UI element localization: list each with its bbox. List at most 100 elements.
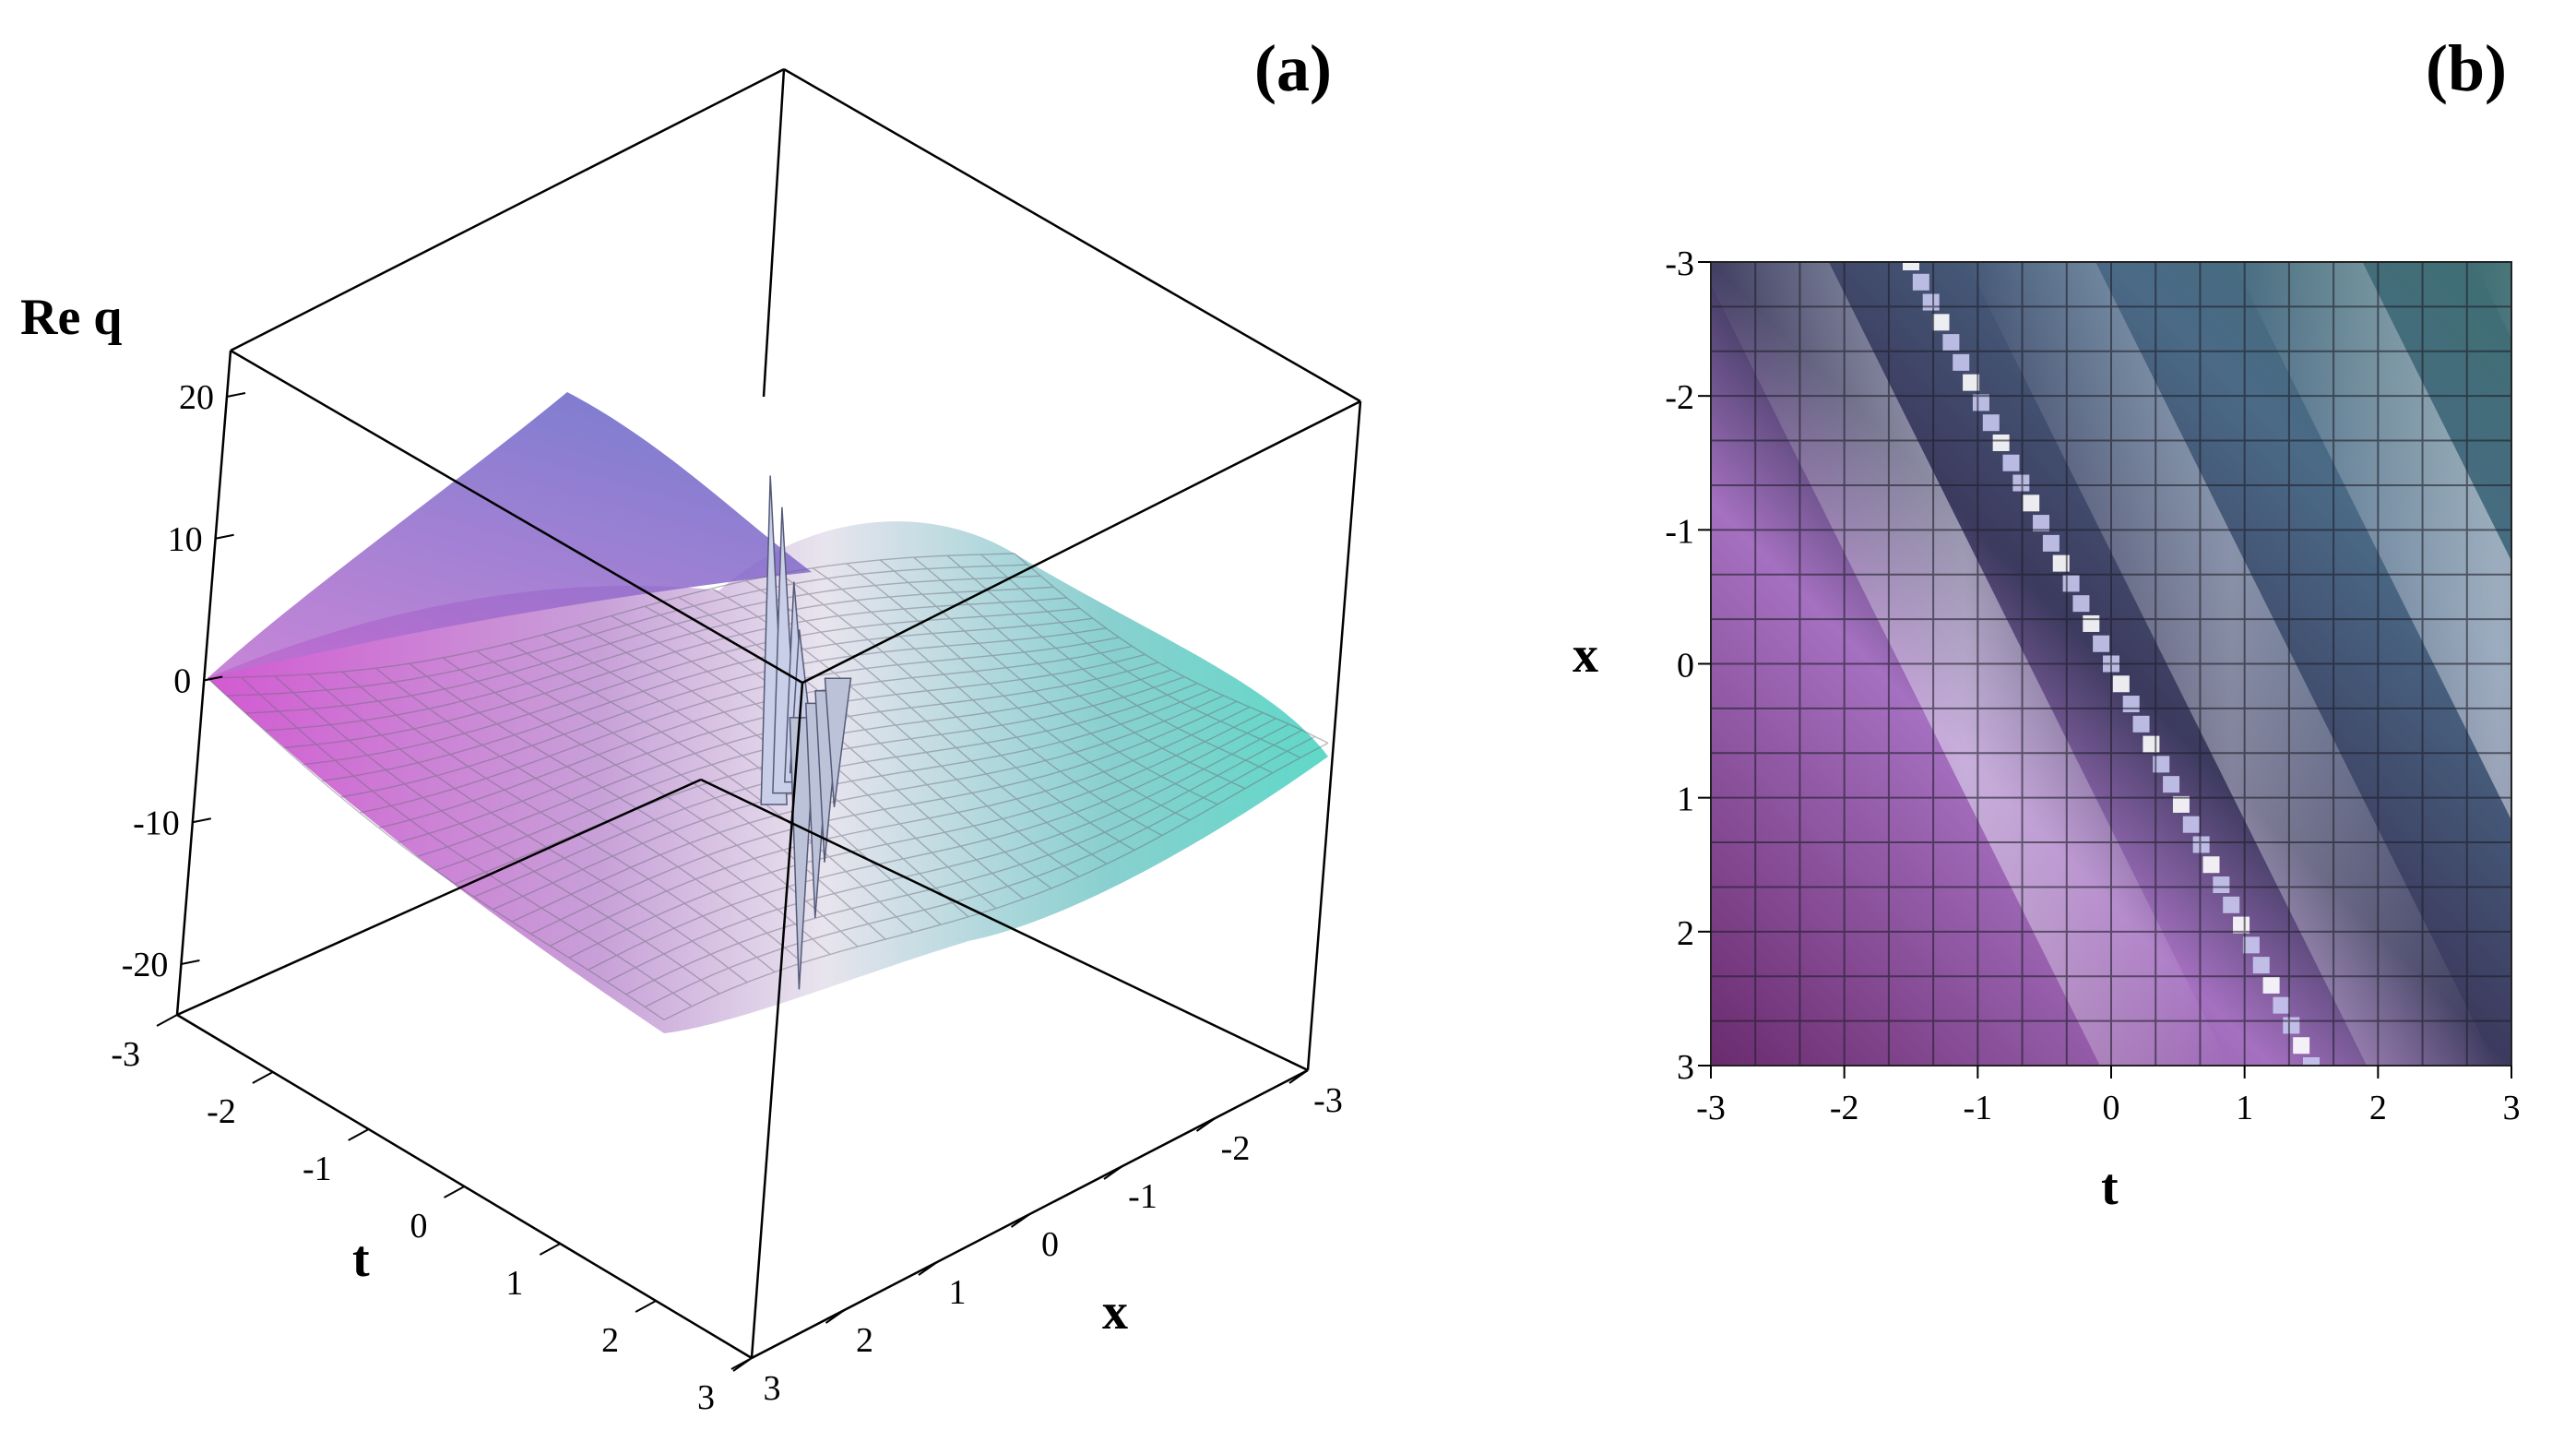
mesh-line	[378, 645, 1133, 829]
t-tick-label: -1	[303, 1150, 332, 1188]
mesh-line	[543, 634, 942, 925]
t-tick-label: 2	[601, 1321, 619, 1360]
mesh-line	[549, 706, 1251, 947]
ridge-point	[2163, 776, 2180, 793]
heatmap-y-tick-label: -1	[1665, 512, 1694, 551]
t-tick-label: 1	[505, 1264, 523, 1303]
x-tick	[1195, 1117, 1217, 1132]
mesh-line	[307, 673, 748, 983]
t-axis-label: t	[352, 1231, 370, 1288]
mesh-line	[946, 554, 1274, 774]
ridge-point	[1992, 434, 2010, 451]
ridge-point	[2112, 675, 2130, 693]
ridge-point	[2002, 454, 2020, 471]
heatmap-y-tick-label: -2	[1665, 378, 1694, 417]
z-tick-label: -20	[122, 946, 169, 984]
z-axis-label: Re q	[20, 289, 122, 346]
ridge-point	[2172, 795, 2190, 813]
ridge-point	[1942, 334, 1960, 352]
t-tick	[252, 1071, 274, 1084]
ridge-point	[2283, 1017, 2300, 1034]
heatmap-x-tick-label: -3	[1696, 1089, 1726, 1127]
mesh-line	[625, 729, 1303, 995]
heatmap-grid	[1711, 262, 2511, 1066]
heatmap-y-tick-label: -3	[1665, 244, 1694, 283]
mesh-line	[340, 627, 1107, 798]
heatmap-x-axis-label: t	[2101, 1159, 2119, 1216]
ridge-point	[2303, 1057, 2320, 1066]
ridge-point	[2242, 936, 2260, 954]
heatmap-y-axis-label: x	[1573, 626, 1598, 684]
ridge-point	[2273, 996, 2290, 1014]
x-tick	[732, 1357, 753, 1372]
x-tick	[1010, 1213, 1031, 1228]
mesh-line	[341, 671, 776, 973]
ridge-point	[2132, 715, 2150, 733]
heatmap-x-tick-label: 2	[2369, 1089, 2387, 1127]
t-tick	[156, 1014, 178, 1027]
heatmap-band	[2473, 262, 2511, 339]
ridge-point	[1903, 262, 1919, 270]
heatmap-x-tick-label: -1	[1964, 1089, 1993, 1127]
z-tick-label: 10	[168, 520, 203, 559]
ridge-point	[1912, 273, 1929, 291]
mesh-line	[744, 579, 1108, 864]
ridge-point	[2052, 554, 2070, 572]
mesh-line	[588, 718, 1276, 971]
mesh-line	[207, 553, 1015, 679]
heatmap-y-tick-label: 0	[1677, 647, 1694, 685]
ridge-point	[2072, 595, 2090, 613]
mesh-line	[663, 742, 1329, 1021]
ridge-point	[2192, 836, 2210, 853]
ridge-point	[2143, 735, 2160, 753]
mesh-line	[264, 586, 1054, 732]
mesh-line	[283, 597, 1067, 749]
mesh-line	[980, 554, 1301, 758]
ridge-point	[1953, 353, 1970, 371]
z-tick	[181, 959, 200, 965]
t-tick-label: 3	[697, 1378, 715, 1417]
mesh-line	[645, 735, 1316, 1008]
t-tick-label: -2	[207, 1092, 236, 1131]
mesh-line	[879, 559, 1218, 805]
surface-mesh	[207, 553, 1329, 1021]
x-tick	[1103, 1165, 1123, 1180]
mesh-line	[778, 573, 1135, 852]
mesh-line	[226, 564, 1028, 697]
mesh-line	[374, 667, 803, 964]
z-tick	[215, 533, 234, 540]
ridge-point	[2042, 534, 2060, 552]
x-tick-label: 0	[1041, 1225, 1059, 1264]
ridge-point	[1982, 414, 2000, 432]
z-tick-label: -10	[133, 804, 180, 842]
mesh-line	[568, 711, 1264, 959]
ridge-point	[1922, 293, 1940, 311]
ridge-point	[2122, 696, 2140, 713]
mesh-line	[274, 675, 720, 995]
t-tick	[348, 1128, 370, 1141]
x-axis-label: x	[1102, 1283, 1128, 1341]
ridge-point	[2223, 896, 2240, 913]
mesh-line	[241, 676, 693, 1007]
ridge-point	[1963, 374, 1980, 391]
spike	[824, 677, 852, 807]
mesh-line	[511, 695, 1224, 923]
x-tick-label: -1	[1128, 1177, 1157, 1216]
mesh-line	[359, 637, 1120, 814]
z-tick-label: 20	[179, 378, 214, 417]
ridge-point	[1932, 314, 1950, 331]
mesh-line	[245, 575, 1041, 714]
heatmap-y-tick-label: 1	[1677, 781, 1694, 819]
ridge-point	[2182, 816, 2200, 833]
ridge-point	[2083, 614, 2100, 632]
ridge-point	[2093, 635, 2110, 652]
ridge-point	[2202, 856, 2220, 874]
ridge-point	[2213, 876, 2230, 894]
ridge-point	[2012, 474, 2030, 492]
x-tick-label: -3	[1313, 1081, 1343, 1120]
mesh-line	[1014, 553, 1329, 745]
